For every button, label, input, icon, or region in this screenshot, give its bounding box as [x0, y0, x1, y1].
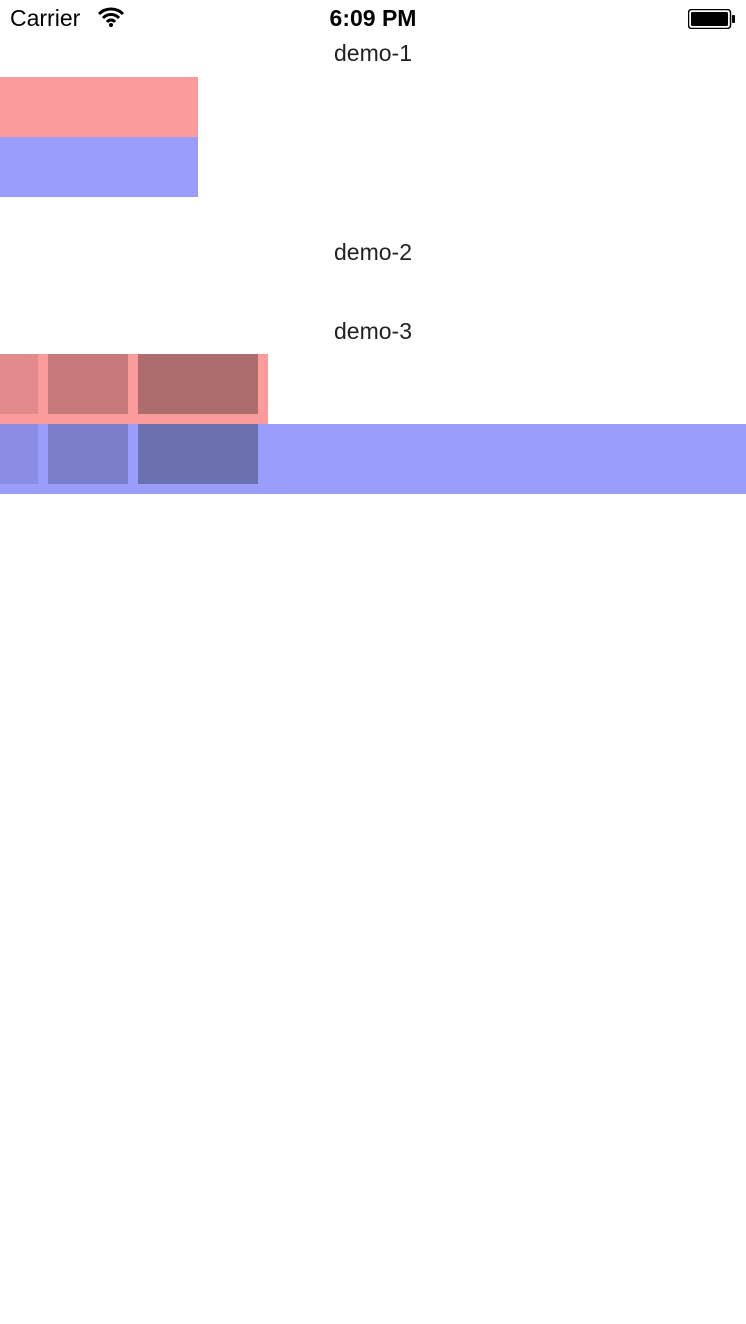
demo-3-red-cell-3: [138, 354, 258, 414]
demo-3-blue-cell-1: [0, 424, 38, 484]
demo-1-red-block: [0, 77, 198, 137]
demo-3-red-cell-2: [48, 354, 128, 414]
demo-1-label: demo-1: [334, 40, 412, 66]
time-label: 6:09 PM: [329, 5, 417, 31]
wifi-icon: [97, 6, 125, 33]
demo-3-red-cell-1: [0, 354, 38, 414]
status-bar: Carrier 6:09 PM: [0, 0, 746, 40]
battery-full-icon: [687, 8, 735, 30]
demo-3-blue-container: [0, 424, 746, 494]
carrier-label: Carrier: [10, 5, 81, 31]
demo-3-blue-cell-2: [48, 424, 128, 484]
demo-1-blue-block: [0, 137, 198, 197]
demo-3-red-container: [0, 354, 268, 424]
demo-3-label: demo-3: [334, 318, 412, 344]
demo-2-label: demo-2: [334, 239, 412, 265]
demo-3-blue-cell-3: [138, 424, 258, 484]
